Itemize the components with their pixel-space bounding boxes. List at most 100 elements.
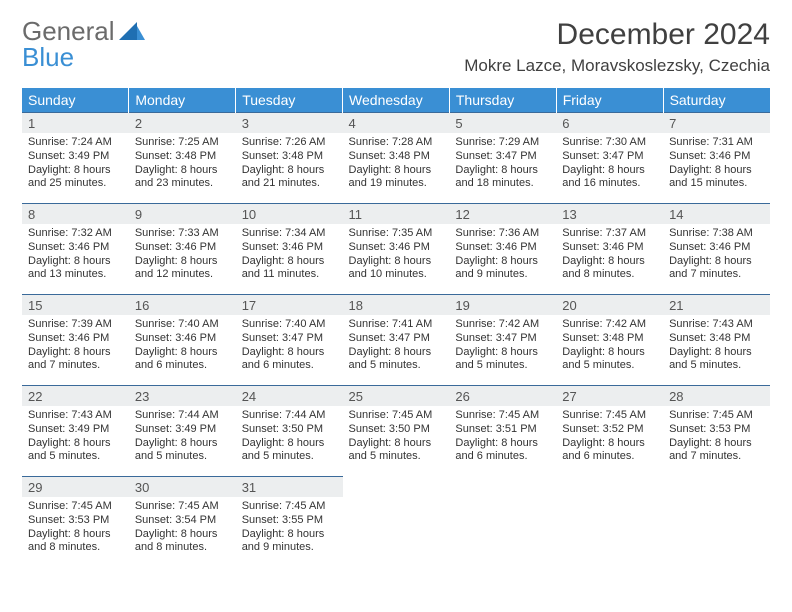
- day-daylight1: Daylight: 8 hours: [242, 346, 337, 360]
- day-daylight1: Daylight: 8 hours: [669, 346, 764, 360]
- day-sunrise: Sunrise: 7:44 AM: [242, 409, 337, 423]
- day-sunset: Sunset: 3:51 PM: [455, 423, 550, 437]
- day-sunrise: Sunrise: 7:40 AM: [135, 318, 230, 332]
- calendar-page: General Blue December 2024 Mokre Lazce, …: [0, 0, 792, 581]
- day-daylight2: and 9 minutes.: [242, 541, 337, 555]
- day-content-cell: Sunrise: 7:40 AMSunset: 3:46 PMDaylight:…: [129, 315, 236, 379]
- day-number-cell: 15: [22, 295, 129, 316]
- day-daylight1: Daylight: 8 hours: [242, 255, 337, 269]
- day-daylight1: Daylight: 8 hours: [135, 437, 230, 451]
- day-daylight2: and 5 minutes.: [28, 450, 123, 464]
- day-sunrise: Sunrise: 7:39 AM: [28, 318, 123, 332]
- day-content-cell: [663, 497, 770, 561]
- day-content-cell: Sunrise: 7:31 AMSunset: 3:46 PMDaylight:…: [663, 133, 770, 197]
- day-number-cell: 5: [449, 113, 556, 134]
- day-content-cell: [556, 497, 663, 561]
- day-content-cell: Sunrise: 7:42 AMSunset: 3:48 PMDaylight:…: [556, 315, 663, 379]
- weekday-header-row: Sunday Monday Tuesday Wednesday Thursday…: [22, 88, 770, 113]
- day-sunset: Sunset: 3:48 PM: [135, 150, 230, 164]
- day-daylight2: and 16 minutes.: [562, 177, 657, 191]
- day-sunset: Sunset: 3:48 PM: [669, 332, 764, 346]
- day-daylight1: Daylight: 8 hours: [28, 437, 123, 451]
- day-daylight1: Daylight: 8 hours: [135, 346, 230, 360]
- day-sunset: Sunset: 3:46 PM: [669, 241, 764, 255]
- day-sunset: Sunset: 3:48 PM: [242, 150, 337, 164]
- day-sunset: Sunset: 3:47 PM: [455, 332, 550, 346]
- day-sunrise: Sunrise: 7:28 AM: [349, 136, 444, 150]
- day-sunrise: Sunrise: 7:45 AM: [242, 500, 337, 514]
- day-content-cell: Sunrise: 7:45 AMSunset: 3:52 PMDaylight:…: [556, 406, 663, 470]
- day-content-cell: Sunrise: 7:26 AMSunset: 3:48 PMDaylight:…: [236, 133, 343, 197]
- day-number-cell: 22: [22, 386, 129, 407]
- day-content-cell: Sunrise: 7:28 AMSunset: 3:48 PMDaylight:…: [343, 133, 450, 197]
- day-daylight2: and 6 minutes.: [242, 359, 337, 373]
- day-number-cell: 19: [449, 295, 556, 316]
- day-daylight2: and 13 minutes.: [28, 268, 123, 282]
- day-daylight2: and 5 minutes.: [349, 450, 444, 464]
- day-content-cell: Sunrise: 7:45 AMSunset: 3:53 PMDaylight:…: [22, 497, 129, 561]
- day-content-cell: Sunrise: 7:39 AMSunset: 3:46 PMDaylight:…: [22, 315, 129, 379]
- day-daylight1: Daylight: 8 hours: [562, 346, 657, 360]
- day-sunset: Sunset: 3:46 PM: [562, 241, 657, 255]
- day-number-cell: 10: [236, 204, 343, 225]
- day-number-cell: 9: [129, 204, 236, 225]
- day-number-cell: 3: [236, 113, 343, 134]
- day-sunrise: Sunrise: 7:26 AM: [242, 136, 337, 150]
- location: Mokre Lazce, Moravskoslezsky, Czechia: [464, 56, 770, 76]
- day-daylight2: and 23 minutes.: [135, 177, 230, 191]
- day-daylight2: and 5 minutes.: [455, 359, 550, 373]
- day-sunset: Sunset: 3:46 PM: [242, 241, 337, 255]
- day-sunrise: Sunrise: 7:43 AM: [28, 409, 123, 423]
- day-daylight1: Daylight: 8 hours: [28, 164, 123, 178]
- day-daylight2: and 7 minutes.: [28, 359, 123, 373]
- day-number-cell: 7: [663, 113, 770, 134]
- day-sunset: Sunset: 3:53 PM: [28, 514, 123, 528]
- day-daylight2: and 6 minutes.: [455, 450, 550, 464]
- day-content-cell: Sunrise: 7:34 AMSunset: 3:46 PMDaylight:…: [236, 224, 343, 288]
- day-sunset: Sunset: 3:46 PM: [28, 332, 123, 346]
- day-sunrise: Sunrise: 7:45 AM: [669, 409, 764, 423]
- day-daylight2: and 6 minutes.: [562, 450, 657, 464]
- logo: General Blue: [22, 18, 145, 70]
- day-content-cell: [343, 497, 450, 561]
- day-content-cell: Sunrise: 7:45 AMSunset: 3:54 PMDaylight:…: [129, 497, 236, 561]
- day-sunrise: Sunrise: 7:35 AM: [349, 227, 444, 241]
- day-daylight1: Daylight: 8 hours: [135, 255, 230, 269]
- day-number-cell: 13: [556, 204, 663, 225]
- daynum-row: 293031: [22, 477, 770, 498]
- title-block: December 2024 Mokre Lazce, Moravskoslezs…: [464, 18, 770, 76]
- day-sunset: Sunset: 3:46 PM: [28, 241, 123, 255]
- day-sunset: Sunset: 3:46 PM: [669, 150, 764, 164]
- day-sunrise: Sunrise: 7:31 AM: [669, 136, 764, 150]
- day-number-cell: 17: [236, 295, 343, 316]
- month-title: December 2024: [464, 18, 770, 52]
- logo-text: General Blue: [22, 18, 115, 70]
- day-sunrise: Sunrise: 7:44 AM: [135, 409, 230, 423]
- day-content-row: Sunrise: 7:39 AMSunset: 3:46 PM Daylight:…: [22, 315, 770, 379]
- day-sunrise: Sunrise: 7:43 AM: [669, 318, 764, 332]
- day-number-cell: 11: [343, 204, 450, 225]
- day-daylight1: Daylight: 8 hours: [562, 437, 657, 451]
- day-daylight2: and 8 minutes.: [562, 268, 657, 282]
- day-sunrise: Sunrise: 7:37 AM: [562, 227, 657, 241]
- day-daylight2: and 5 minutes.: [562, 359, 657, 373]
- day-number-cell: 16: [129, 295, 236, 316]
- logo-sail-icon: [119, 20, 145, 49]
- calendar-table: Sunday Monday Tuesday Wednesday Thursday…: [22, 88, 770, 561]
- day-sunset: Sunset: 3:55 PM: [242, 514, 337, 528]
- daynum-row: 22232425262728: [22, 386, 770, 407]
- day-content-cell: Sunrise: 7:43 AMSunset: 3:48 PMDaylight:…: [663, 315, 770, 379]
- day-content-cell: Sunrise: 7:44 AMSunset: 3:49 PMDaylight:…: [129, 406, 236, 470]
- day-daylight2: and 21 minutes.: [242, 177, 337, 191]
- day-sunrise: Sunrise: 7:36 AM: [455, 227, 550, 241]
- day-content-row: Sunrise: 7:24 AMSunset: 3:49 PMDaylight:…: [22, 133, 770, 197]
- day-content-cell: Sunrise: 7:45 AMSunset: 3:55 PMDaylight:…: [236, 497, 343, 561]
- day-number-cell: [449, 477, 556, 498]
- weekday-header: Tuesday: [236, 88, 343, 113]
- daynum-row: 1234567: [22, 113, 770, 134]
- day-sunrise: Sunrise: 7:45 AM: [455, 409, 550, 423]
- day-daylight2: and 25 minutes.: [28, 177, 123, 191]
- day-content-cell: Sunrise: 7:43 AMSunset: 3:49 PMDaylight:…: [22, 406, 129, 470]
- day-number-cell: 21: [663, 295, 770, 316]
- day-daylight2: and 5 minutes.: [349, 359, 444, 373]
